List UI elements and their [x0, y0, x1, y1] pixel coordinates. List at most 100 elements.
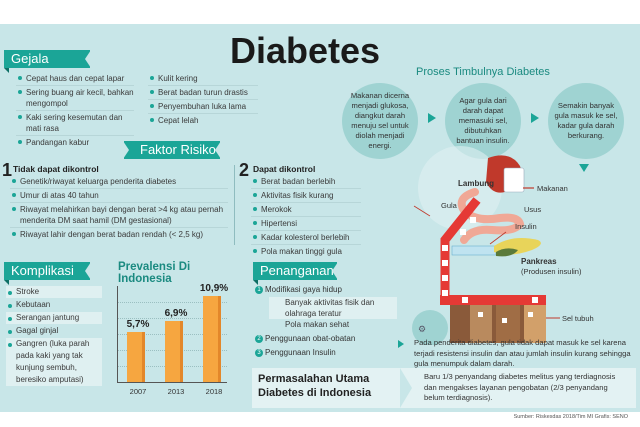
insulin-channel — [451, 245, 497, 256]
step-text: Agar gula dari darah dapat memasuki sel,… — [456, 96, 510, 145]
bar-2013 — [165, 321, 183, 382]
komplikasi-item: Stroke — [6, 286, 102, 298]
penanganan-heading: Penanganan — [260, 263, 334, 278]
risk-list-controllable: Berat badan berlebih Aktivitas fisik kur… — [251, 176, 361, 259]
y-axis — [117, 286, 118, 382]
gejala-list-1: Cepat haus dan cepat lapar Sering buang … — [16, 73, 134, 150]
penanganan-item-3: 3 Penggunaan Insulin — [255, 347, 405, 358]
bar-2018 — [203, 296, 221, 382]
number-badge: 2 — [255, 334, 263, 343]
gejala-item: Berat badan turun drastis — [148, 87, 258, 100]
label-pankreas-sub: (Produsen insulin) — [521, 267, 582, 276]
ribbon-fold — [253, 280, 258, 285]
label-insulin: Insulin — [515, 222, 537, 231]
digestive-system-diagram: ⚙ — [412, 146, 560, 345]
ribbon-fold — [4, 280, 9, 285]
label-pankreas: Pankreas — [521, 257, 557, 266]
gejala-item: Pandangan kabur — [16, 137, 134, 149]
risk-item: Merokok — [251, 204, 361, 217]
label-sel-tubuh: Sel tubuh — [562, 314, 594, 323]
permasalahan-heading: Permasalahan Utama Diabetes di Indonesia — [258, 373, 372, 399]
bullet-arrow-icon — [398, 340, 404, 348]
risk-item: Hipertensi — [251, 218, 361, 231]
group-title-2: Dapat dikontrol — [253, 164, 316, 174]
penanganan-sub-item: Pola makan sehat — [285, 320, 350, 329]
arrow-right-icon — [428, 113, 436, 123]
gejala-item: Kulit kering — [148, 73, 258, 86]
step-text: Semakin banyak gula masuk ke sel, kadar … — [554, 101, 618, 140]
komplikasi-ribbon: Komplikasi — [4, 262, 91, 285]
label-usus: Usus — [524, 205, 542, 214]
komplikasi-item: Serangan jantung — [6, 312, 102, 324]
divider — [234, 165, 235, 245]
label-gula: Gula — [441, 201, 457, 210]
gejala-item: Cepat haus dan cepat lapar — [16, 73, 134, 86]
risk-item: Riwayat melahirkan bayi dengan berat >4 … — [10, 204, 228, 228]
proses-heading: Proses Timbulnya Diabetes — [416, 66, 550, 78]
source-credit: Sumber: Riskesdas 2018/Tim MI Grafis: SE… — [513, 414, 628, 420]
komplikasi-item: Gangren (luka parah pada kaki yang tak k… — [6, 338, 102, 386]
chevron-right-icon — [400, 368, 412, 408]
penanganan-label: Penggunaan obat-obatan — [265, 334, 356, 343]
penanganan-label: Penggunaan Insulin — [265, 348, 336, 357]
bar-value-2007: 5,7% — [126, 319, 150, 330]
bar-2007 — [127, 332, 145, 382]
gejala-item: Cepat lelah — [148, 115, 258, 127]
risk-item: Aktivitas fisik kurang — [251, 190, 361, 203]
komplikasi-list: Stroke Kebutaan Serangan jantung Gagal g… — [6, 286, 102, 387]
risk-item: Genetik/riwayat keluarga penderita diabe… — [10, 176, 228, 189]
x-axis — [117, 382, 227, 383]
blood-vessel-horizontal — [440, 295, 546, 305]
gejala-item: Sering buang air kecil, bahkan mengompol — [16, 87, 134, 111]
risk-item: Riwayat lahir dengan berat badan rendah … — [10, 229, 228, 241]
risk-item: Pola makan tinggi gula — [251, 246, 361, 258]
page-title: Diabetes — [230, 30, 381, 71]
komplikasi-item: Kebutaan — [6, 299, 102, 311]
risk-item: Umur di atas 40 tahun — [10, 190, 228, 203]
arrow-down-icon — [579, 164, 589, 172]
process-step-3: Semakin banyak gula masuk ke sel, kadar … — [548, 83, 624, 159]
penanganan-sub-item: Banyak aktivitas fisik dan olahraga tera… — [269, 297, 397, 319]
ribbon-fold — [4, 68, 9, 73]
faktor-risiko-ribbon: Faktor Risiko — [123, 141, 221, 159]
penanganan-ribbon: Penanganan — [253, 262, 338, 285]
infographic-background — [0, 24, 640, 412]
komplikasi-item: Gagal ginjal — [6, 325, 102, 337]
risk-item: Berat badan berlebih — [251, 176, 361, 189]
gejala-item: Penyembuhan luka lama — [148, 101, 258, 114]
permasalahan-text: Baru 1/3 penyandang diabetes melitus yan… — [424, 372, 616, 402]
penanganan-list: 1 Modifikasi gaya hidup Banyak aktivitas … — [255, 284, 405, 358]
arrow-right-icon — [531, 113, 539, 123]
gejala-heading: Gejala — [11, 51, 49, 66]
komplikasi-heading: Komplikasi — [11, 263, 74, 278]
process-note: Pada penderita diabetes, gula tidak dapa… — [414, 338, 631, 368]
group-number-2: 2 — [239, 160, 250, 180]
risk-list-uncontrollable: Genetik/riwayat keluarga penderita diabe… — [10, 176, 228, 242]
penanganan-item-2: 2 Penggunaan obat-obatan — [255, 333, 405, 344]
gejala-item: Kaki sering kesemutan dan mati rasa — [16, 112, 134, 136]
penanganan-item-1: 1 Modifikasi gaya hidup — [255, 284, 405, 295]
number-badge: 1 — [255, 285, 263, 294]
risk-item: Kadar kolesterol berlebih — [251, 232, 361, 245]
chart-title: Prevalensi Di Indonesia — [118, 261, 191, 285]
bar-value-2018: 10,9% — [199, 283, 229, 294]
gejala-ribbon: Gejala — [4, 50, 91, 73]
group-number-1: 1 — [2, 160, 13, 180]
gridline — [117, 302, 227, 303]
bar-value-2013: 6,9% — [164, 308, 188, 319]
label-makanan: Makanan — [537, 184, 568, 193]
penanganan-label: Modifikasi gaya hidup — [265, 285, 342, 294]
permasalahan-band — [252, 368, 636, 408]
x-tick-2007: 2007 — [129, 387, 147, 396]
faktor-risiko-heading: Faktor Risiko — [140, 142, 216, 157]
process-step-1: Makanan dicerna menjadi glukosa, diangku… — [342, 83, 418, 159]
group-title-1: Tidak dapat dikontrol — [13, 164, 99, 174]
gejala-list-2: Kulit kering Berat badan turun drastis P… — [148, 73, 258, 128]
label-lambung: Lambung — [458, 179, 494, 188]
x-tick-2013: 2013 — [167, 387, 185, 396]
step-text: Makanan dicerna menjadi glukosa, diangku… — [350, 91, 410, 150]
svg-text:⚙: ⚙ — [418, 325, 426, 335]
prevalence-bar-chart: 5,7% 6,9% 10,9% 2007 2013 2018 — [117, 283, 228, 396]
number-badge: 3 — [255, 348, 263, 357]
x-tick-2018: 2018 — [205, 387, 223, 396]
